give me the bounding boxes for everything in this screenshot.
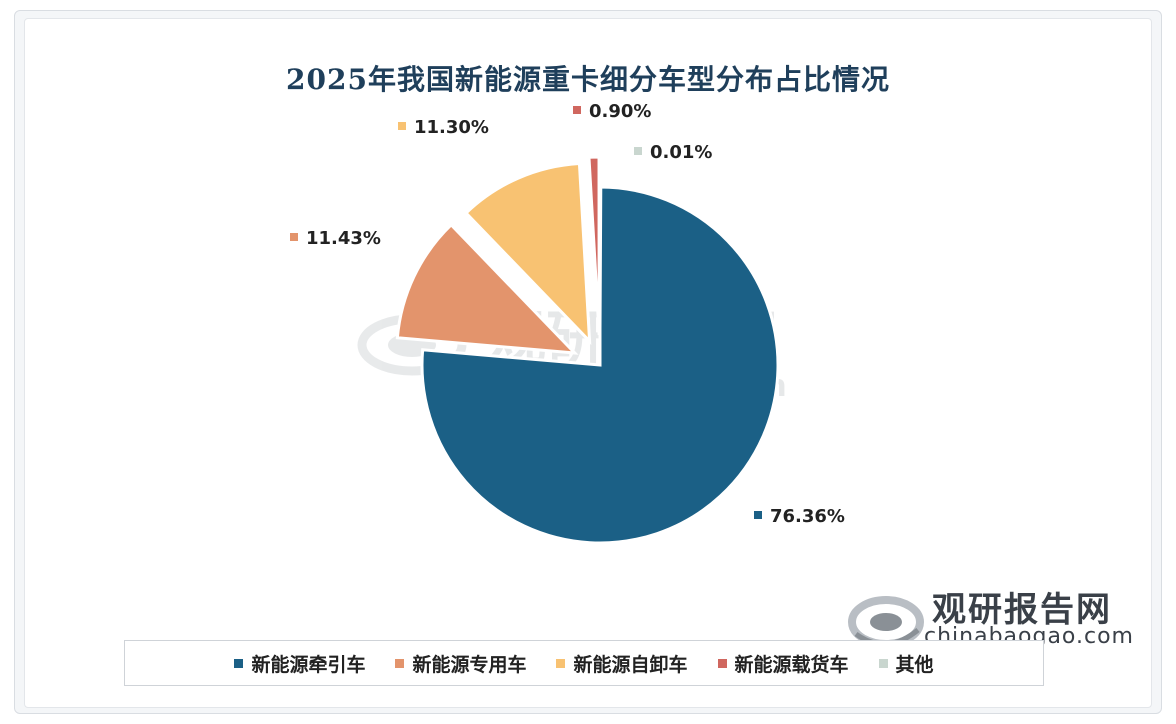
pie-slice-1 — [420, 185, 780, 545]
legend-label-5: 其他 — [895, 653, 934, 676]
pie-slice-5 — [598, 151, 603, 332]
data-label-5: 0.01% — [650, 142, 712, 163]
chart-legend: 新能源牵引车 新能源专用车 新能源自卸车 新能源载货车 其他 — [124, 640, 1044, 686]
data-label-swatch-3 — [398, 122, 406, 130]
data-label-1: 76.36% — [770, 506, 845, 527]
legend-item-4: 新能源载货车 — [717, 650, 849, 677]
data-label-swatch-4 — [573, 106, 581, 114]
data-label-swatch-2 — [290, 233, 298, 241]
legend-label-4: 新能源载货车 — [734, 653, 849, 676]
data-label-swatch-1 — [754, 511, 762, 519]
legend-label-1: 新能源牵引车 — [251, 653, 366, 676]
corner-watermark-cn: 观研报告网 — [932, 590, 1112, 630]
legend-swatch-3 — [556, 658, 566, 668]
pie-labels: 76.36% 11.43% 11.30% 0.90% 0.01% — [290, 101, 845, 527]
legend-item-1: 新能源牵引车 — [234, 650, 365, 677]
legend-item-2: 新能源专用车 — [395, 650, 526, 677]
legend-item-5: 其他 — [878, 650, 934, 677]
legend-swatch-2 — [395, 658, 405, 668]
legend-label-3: 新能源自卸车 — [573, 653, 688, 676]
corner-watermark: 观研报告网 chinabaogao.com — [848, 582, 1148, 662]
pie-slice-2 — [395, 222, 579, 355]
legend-label-2: 新能源专用车 — [412, 653, 527, 676]
legend-swatch-1 — [234, 658, 244, 668]
legend-item-3: 新能源自卸车 — [556, 650, 688, 677]
pie-slice-3 — [463, 161, 592, 346]
pie-slices — [395, 151, 780, 545]
data-label-3: 11.30% — [414, 117, 489, 138]
legend-swatch-5 — [878, 658, 888, 668]
data-label-2: 11.43% — [306, 228, 381, 249]
legend-swatch-4 — [717, 658, 727, 668]
chart-title: 2025年我国新能源重卡细分车型分布占比情况 — [286, 63, 890, 96]
data-label-swatch-5 — [634, 147, 642, 155]
data-label-4: 0.90% — [589, 101, 651, 122]
